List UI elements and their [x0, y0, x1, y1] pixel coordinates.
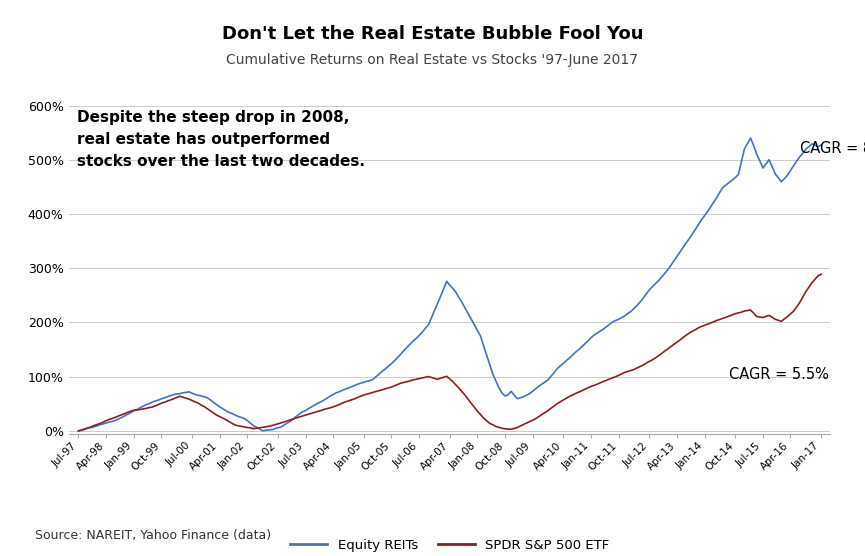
- Text: CAGR = 8.7%: CAGR = 8.7%: [800, 141, 865, 156]
- Text: Despite the steep drop in 2008,
real estate has outperformed
stocks over the las: Despite the steep drop in 2008, real est…: [77, 110, 365, 170]
- Legend: Equity REITs, SPDR S&P 500 ETF: Equity REITs, SPDR S&P 500 ETF: [285, 534, 615, 556]
- Text: CAGR = 5.5%: CAGR = 5.5%: [729, 366, 829, 381]
- Text: Don't Let the Real Estate Bubble Fool You: Don't Let the Real Estate Bubble Fool Yo…: [221, 25, 644, 43]
- Text: Cumulative Returns on Real Estate vs Stocks '97-June 2017: Cumulative Returns on Real Estate vs Sto…: [227, 53, 638, 67]
- Text: Source: NAREIT, Yahoo Finance (data): Source: NAREIT, Yahoo Finance (data): [35, 529, 271, 542]
